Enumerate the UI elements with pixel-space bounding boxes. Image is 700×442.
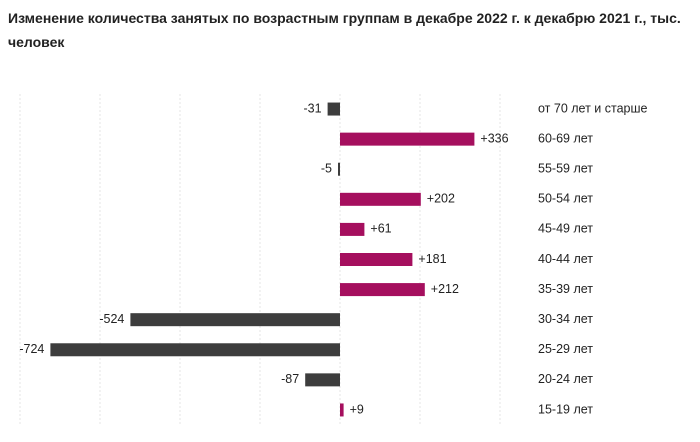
- chart-title: Изменение количества занятых по возрастн…: [8, 10, 681, 50]
- value-label: -524: [99, 312, 124, 326]
- value-label: -87: [281, 372, 299, 386]
- category-label: от 70 лет и старше: [538, 101, 648, 115]
- category-label: 35-39 лет: [538, 282, 593, 296]
- value-label: +202: [427, 192, 455, 206]
- value-label: -31: [304, 101, 322, 115]
- value-label: +61: [370, 222, 391, 236]
- value-label: -724: [19, 342, 44, 356]
- bar: [340, 283, 425, 297]
- bar: [340, 132, 475, 146]
- category-label: 45-49 лет: [538, 222, 593, 236]
- category-label: 55-59 лет: [538, 162, 593, 176]
- category-label: 25-29 лет: [538, 342, 593, 356]
- category-label: 15-19 лет: [538, 402, 593, 416]
- value-label: -5: [321, 162, 332, 176]
- bar: [340, 192, 421, 206]
- value-label: +336: [480, 131, 508, 145]
- value-label: +181: [418, 252, 446, 266]
- category-label: 60-69 лет: [538, 131, 593, 145]
- category-label: 20-24 лет: [538, 372, 593, 386]
- category-label: 50-54 лет: [538, 192, 593, 206]
- bar: [305, 373, 340, 387]
- bar: [130, 313, 340, 327]
- category-label: 40-44 лет: [538, 252, 593, 266]
- category-label: 30-34 лет: [538, 312, 593, 326]
- bar: [327, 102, 340, 116]
- value-label: +212: [431, 282, 459, 296]
- bar: [50, 343, 341, 357]
- bar: [340, 403, 344, 417]
- bar: [338, 162, 340, 176]
- bar: [340, 253, 413, 266]
- bar: [340, 222, 365, 236]
- value-label: +9: [350, 402, 364, 416]
